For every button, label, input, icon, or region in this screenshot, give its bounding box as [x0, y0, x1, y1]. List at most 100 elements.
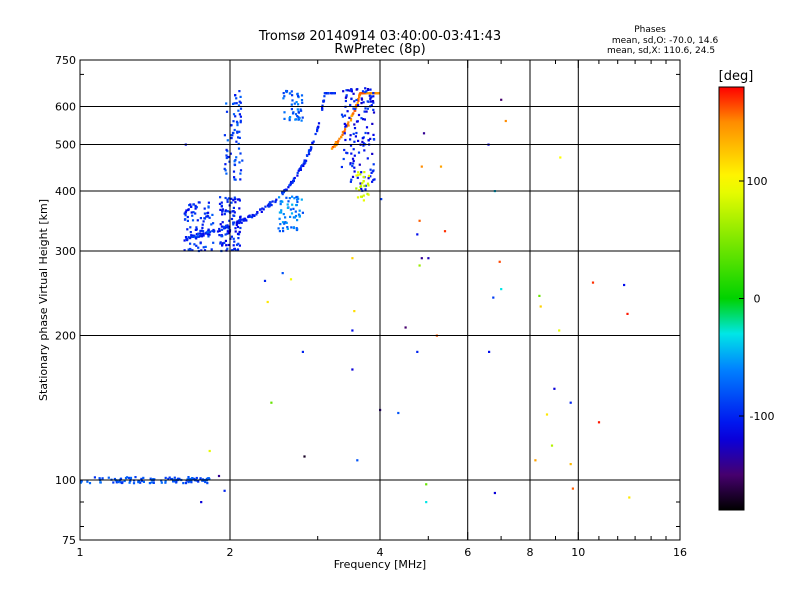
data-point: [191, 235, 195, 238]
data-point: [569, 401, 572, 404]
data-point: [196, 235, 199, 238]
data-point: [369, 175, 372, 178]
data-point: [225, 154, 228, 157]
data-point: [234, 115, 237, 118]
data-point: [362, 144, 365, 147]
data-point: [316, 128, 319, 131]
data-point: [321, 108, 324, 111]
data-point: [199, 217, 202, 220]
data-point: [290, 103, 293, 106]
data-point: [112, 481, 115, 484]
data-point: [123, 479, 126, 483]
data-point: [335, 142, 338, 145]
data-point: [229, 152, 232, 155]
data-point: [279, 223, 282, 226]
colorbar-tick-label: 0: [754, 293, 761, 306]
data-point: [235, 156, 238, 159]
data-point: [191, 234, 194, 237]
data-point: [353, 166, 356, 169]
data-point: [239, 216, 242, 219]
data-point: [242, 218, 245, 221]
data-point: [369, 137, 372, 140]
data-point: [296, 228, 299, 231]
data-point: [88, 482, 92, 485]
data-point: [359, 182, 362, 185]
data-point: [343, 130, 346, 133]
data-point: [289, 278, 293, 281]
data-point: [360, 171, 363, 174]
data-point: [202, 246, 205, 249]
data-point: [291, 99, 294, 102]
data-point: [224, 163, 227, 166]
data-point: [350, 114, 353, 117]
data-point: [185, 479, 188, 482]
data-point: [164, 476, 167, 479]
data-point: [129, 479, 132, 482]
data-point: [348, 89, 351, 92]
data-point: [115, 481, 118, 484]
data-point: [219, 208, 222, 211]
data-point: [296, 108, 299, 111]
data-point: [234, 197, 237, 201]
data-point: [351, 368, 354, 371]
chart-title: Tromsø 20140914 03:40:00-03:41:43: [258, 29, 501, 44]
data-point: [239, 95, 242, 98]
data-point: [129, 476, 133, 479]
data-point: [236, 124, 239, 127]
data-point: [236, 248, 240, 251]
data-point: [355, 187, 358, 190]
data-point: [195, 237, 198, 240]
data-point: [314, 132, 317, 136]
data-point: [240, 221, 243, 224]
data-point: [427, 257, 430, 260]
data-point: [233, 160, 236, 163]
data-point: [303, 455, 306, 458]
data-point: [282, 191, 285, 194]
data-point: [371, 170, 374, 173]
data-point: [188, 480, 191, 483]
data-point: [353, 140, 356, 143]
data-point: [238, 136, 241, 139]
data-point: [221, 213, 224, 216]
data-point: [353, 170, 356, 173]
data-point: [299, 168, 302, 171]
data-point: [195, 226, 198, 229]
data-point: [220, 225, 223, 228]
data-point: [264, 205, 267, 208]
data-point: [416, 233, 419, 236]
data-point: [238, 220, 241, 223]
data-point: [298, 116, 301, 120]
data-point: [354, 135, 357, 138]
data-point: [183, 239, 186, 242]
data-point: [323, 95, 326, 98]
data-point: [352, 132, 355, 135]
data-point: [362, 194, 365, 197]
data-point: [321, 104, 324, 107]
data-point: [134, 476, 137, 479]
data-point: [281, 272, 284, 275]
data-point: [302, 164, 305, 167]
data-point: [195, 233, 198, 236]
data-point: [222, 225, 225, 228]
data-point: [297, 169, 300, 172]
data-point: [372, 178, 375, 182]
data-point: [195, 235, 198, 238]
data-point: [300, 165, 303, 168]
data-point: [347, 89, 350, 92]
x-tick-label: 6: [464, 546, 471, 559]
data-point: [282, 92, 285, 95]
data-point: [287, 186, 290, 189]
data-point: [216, 230, 220, 233]
data-point: [237, 109, 240, 112]
data-point: [197, 233, 200, 236]
data-point: [341, 133, 344, 136]
data-point: [278, 196, 281, 199]
data-point: [307, 151, 310, 154]
data-point: [294, 118, 297, 121]
data-point: [233, 102, 236, 105]
y-tick-label: 750: [55, 54, 76, 67]
data-point: [372, 163, 375, 166]
data-point: [193, 243, 196, 246]
data-point: [308, 153, 311, 156]
data-point: [199, 242, 202, 245]
